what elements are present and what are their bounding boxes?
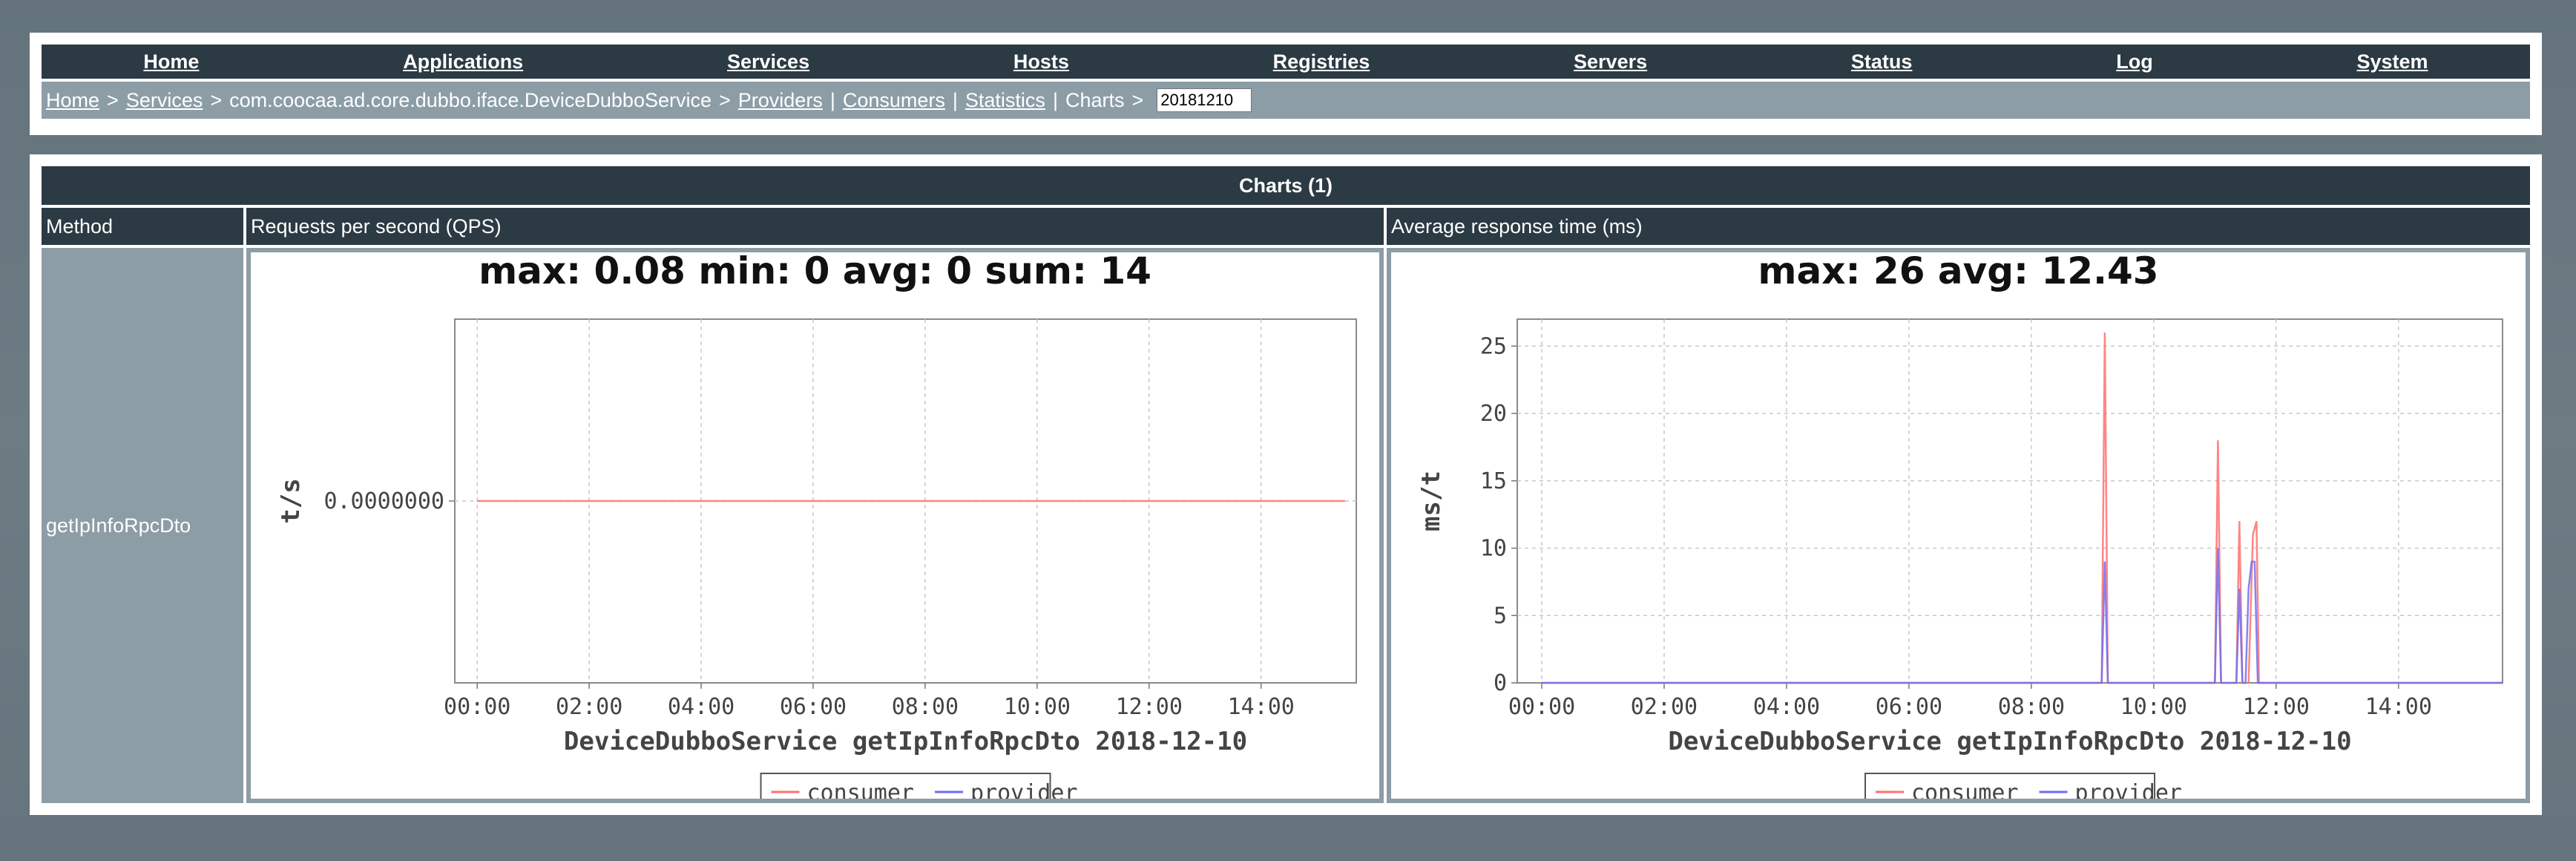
- y-tick-label: 10: [1480, 536, 1507, 562]
- x-tick-label: 12:00: [1116, 694, 1183, 720]
- date-input[interactable]: [1157, 88, 1252, 112]
- x-tick-label: 04:00: [668, 694, 735, 720]
- legend-label-provider: provider: [970, 780, 1078, 799]
- qps-chart[interactable]: max: 0.08 min: 0 avg: 0 sum: 14 00:00 02:0…: [251, 252, 1379, 799]
- menu-applications[interactable]: Applications: [403, 50, 524, 73]
- legend-label-consumer: consumer: [1911, 780, 2019, 799]
- x-tick-label: 06:00: [1876, 694, 1942, 720]
- breadcrumb-providers-link[interactable]: Providers: [737, 88, 823, 111]
- chart-title: max: 26 avg: 12.43: [1758, 252, 2158, 292]
- y-tick-label: 0.0000000: [323, 488, 444, 514]
- chart-legend: consumer provider: [1864, 773, 2183, 799]
- x-tick-label: 12:00: [2243, 694, 2310, 720]
- breadcrumb-consumers-link[interactable]: Consumers: [842, 88, 945, 111]
- x-tick-label: 02:00: [556, 694, 622, 720]
- response-time-chart[interactable]: max: 26 avg: 12.43 00:00 02:00 04:00 06:00 08…: [1391, 252, 2526, 799]
- y-tick-label: 15: [1480, 468, 1507, 494]
- x-tick-label: 14:00: [2365, 694, 2432, 720]
- y-tick-label: 20: [1480, 401, 1507, 427]
- response-time-chart-frame: max: 26 avg: 12.43 00:00 02:00 04:00 06:00 08…: [1391, 252, 2526, 799]
- legend-label-provider: provider: [2075, 780, 2183, 799]
- breadcrumb-separator: >: [719, 88, 731, 111]
- x-axis-label: DeviceDubboService getIpInfoRpcDto 2018-…: [1668, 727, 2351, 756]
- method-cell: getIpInfoRpcDto: [42, 248, 243, 803]
- menu-status[interactable]: Status: [1850, 50, 1913, 73]
- x-tick-label: 06:00: [780, 694, 847, 720]
- menu-services[interactable]: Services: [726, 50, 810, 73]
- legend-box: [1864, 773, 2155, 799]
- x-tick-label: 00:00: [444, 694, 510, 720]
- x-tick-label: 10:00: [1004, 694, 1071, 720]
- x-tick-label: 08:00: [1998, 694, 2065, 720]
- breadcrumb-service-name: com.coocaa.ad.core.dubbo.iface.DeviceDub…: [229, 88, 712, 111]
- series-line-provider: [1542, 548, 2503, 684]
- charts-table-title: Charts (1): [42, 166, 2530, 205]
- y-axis-label: t/s: [276, 478, 306, 523]
- x-tick-label: 10:00: [2120, 694, 2187, 720]
- menu-registries[interactable]: Registries: [1272, 50, 1370, 73]
- breadcrumb: Home > Services > com.coocaa.ad.core.dub…: [42, 82, 2530, 119]
- breadcrumb-separator: |: [829, 88, 835, 111]
- breadcrumb-statistics-link[interactable]: Statistics: [965, 88, 1045, 111]
- method-column-header: Method: [42, 208, 243, 245]
- x-tick-label: 00:00: [1508, 694, 1575, 720]
- y-axis-label: ms/t: [1416, 471, 1446, 531]
- x-tick-label: 02:00: [1631, 694, 1698, 720]
- breadcrumb-separator: |: [1052, 88, 1058, 111]
- y-tick-label: 0: [1494, 670, 1507, 696]
- navigation-panel: Home Applications Services Hosts Registr…: [30, 33, 2542, 135]
- x-tick-label: 08:00: [892, 694, 959, 720]
- y-tick-label: 25: [1480, 333, 1507, 359]
- x-axis-label: DeviceDubboService getIpInfoRpcDto 2018-…: [564, 727, 1247, 756]
- breadcrumb-services-link[interactable]: Services: [125, 88, 203, 111]
- menu-hosts[interactable]: Hosts: [1013, 50, 1069, 73]
- qps-column-header: Requests per second (QPS): [246, 208, 1384, 245]
- breadcrumb-home-link[interactable]: Home: [46, 88, 100, 111]
- x-tick-label: 04:00: [1753, 694, 1820, 720]
- legend-box: [760, 773, 1051, 799]
- breadcrumb-separator: >: [1131, 88, 1144, 111]
- x-tick-label: 14:00: [1228, 694, 1295, 720]
- y-tick-label: 5: [1494, 603, 1507, 629]
- chart-title: max: 0.08 min: 0 avg: 0 sum: 14: [479, 252, 1151, 292]
- breadcrumb-charts-current: Charts: [1065, 88, 1125, 111]
- qps-chart-cell: max: 0.08 min: 0 avg: 0 sum: 14 00:00 02:0…: [246, 248, 1384, 803]
- plot-area: [1517, 318, 2503, 684]
- response-time-chart-cell: max: 26 avg: 12.43 00:00 02:00 04:00 06:00 08…: [1387, 248, 2530, 803]
- menu-system[interactable]: System: [2356, 50, 2428, 73]
- chart-legend: consumer provider: [760, 773, 1078, 799]
- breadcrumb-separator: >: [210, 88, 223, 111]
- method-name: getIpInfoRpcDto: [46, 514, 191, 537]
- menu-log[interactable]: Log: [2116, 50, 2153, 73]
- legend-label-consumer: consumer: [807, 780, 915, 799]
- breadcrumb-separator: >: [107, 88, 119, 111]
- main-menu: Home Applications Services Hosts Registr…: [42, 45, 2530, 79]
- menu-servers[interactable]: Servers: [1574, 50, 1648, 73]
- menu-home[interactable]: Home: [143, 50, 200, 73]
- breadcrumb-separator: |: [952, 88, 958, 111]
- response-time-column-header: Average response time (ms): [1387, 208, 2530, 245]
- charts-panel: Charts (1) Method Requests per second (Q…: [30, 154, 2542, 815]
- qps-chart-frame: max: 0.08 min: 0 avg: 0 sum: 14 00:00 02:0…: [251, 252, 1379, 799]
